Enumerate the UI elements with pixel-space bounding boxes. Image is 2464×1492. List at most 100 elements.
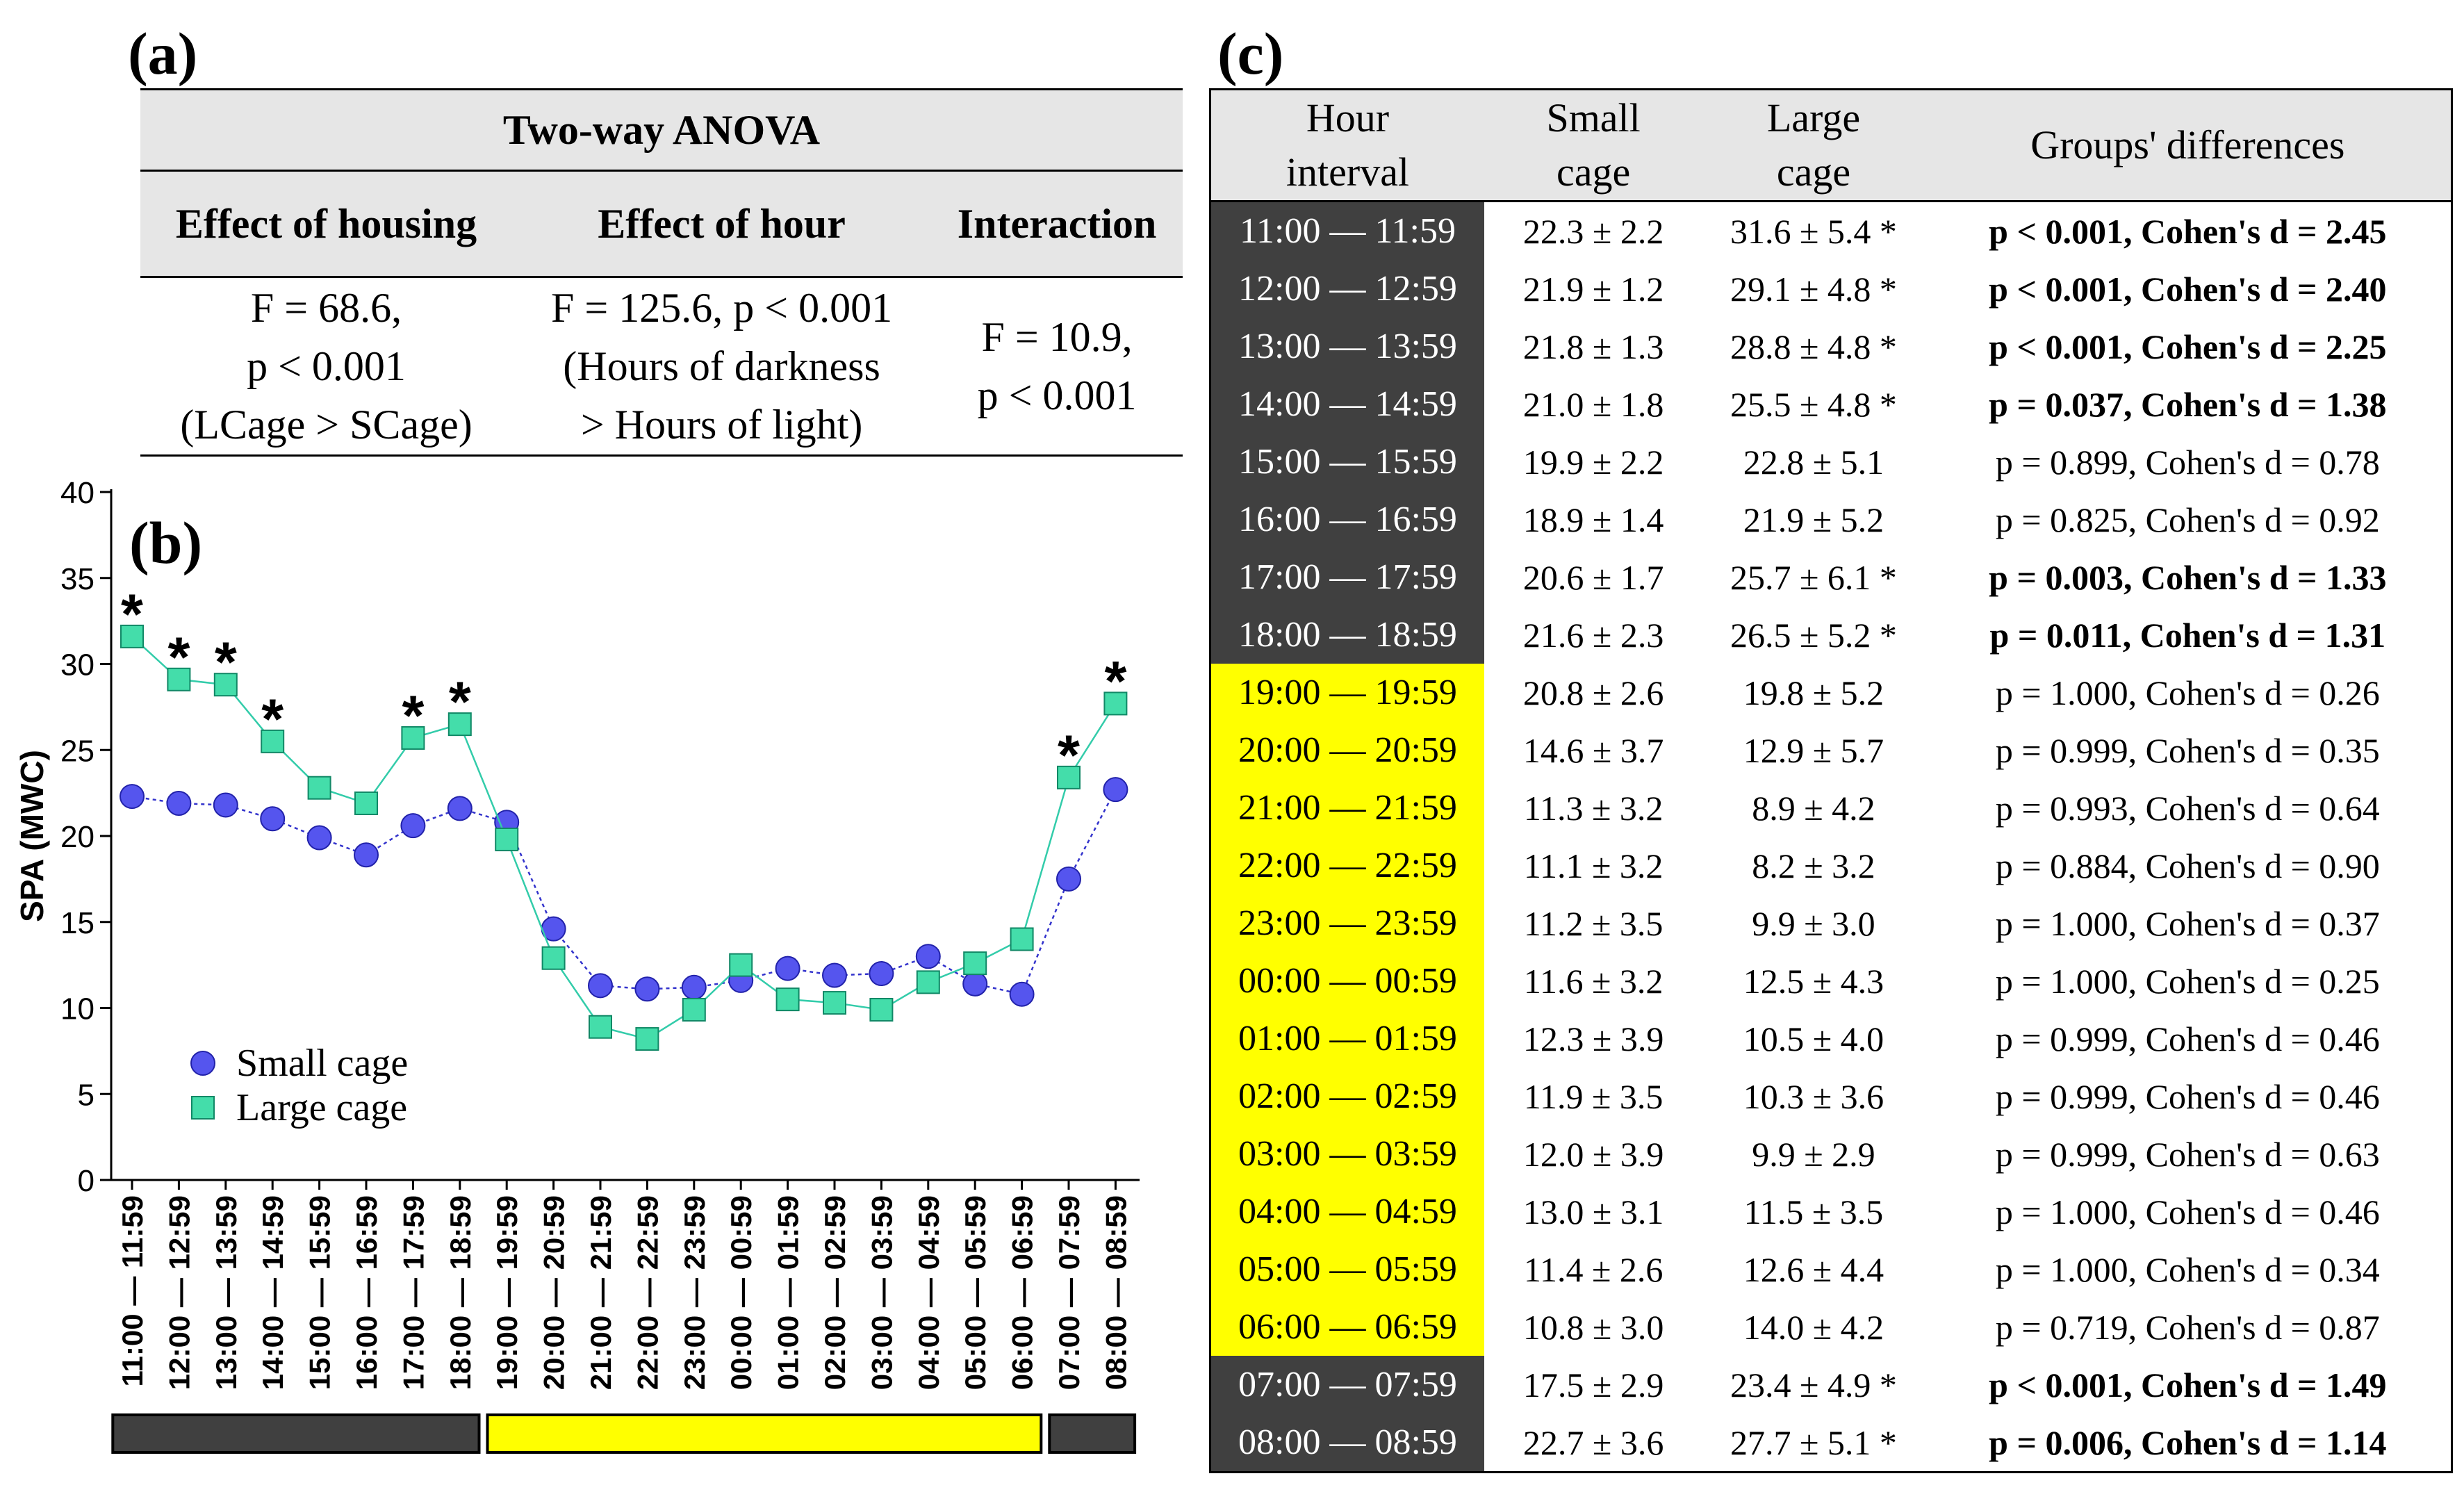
small-cage-value: 10.8 ± 3.0 — [1522, 1307, 1664, 1347]
anova-title: Two-way ANOVA — [140, 88, 1183, 172]
large-cage-point — [682, 997, 706, 1022]
activity-chart-panel: SPA (MWC) 0 5 10 15 20 25 30 35 40 11:00 — 11:59… — [0, 459, 1195, 1492]
large-cage-value: 11.5 ± 3.5 — [1743, 1192, 1884, 1231]
large-cage-line — [131, 635, 1117, 1040]
group-difference-value: p = 0.999, Cohen's d = 0.63 — [1924, 1125, 2453, 1183]
large-cage-value: 26.5 ± 5.2 * — [1730, 615, 1897, 655]
large-cage-point — [823, 991, 846, 1015]
small-cage-value: 21.9 ± 1.2 — [1522, 269, 1664, 309]
small-cage-value: 11.9 ± 3.5 — [1523, 1076, 1664, 1116]
hourly-comparison-panel: Hour interval Small cage Large cage Grou… — [1208, 88, 2453, 1473]
group-difference-value: p = 0.825, Cohen's d = 0.92 — [1924, 491, 2453, 548]
large-cage-point — [589, 1015, 612, 1039]
group-difference-value: p = 0.884, Cohen's d = 0.90 — [1924, 837, 2453, 894]
large-cage-value: 8.9 ± 4.2 — [1752, 788, 1875, 828]
table-row: 01:00 — 01:59 12.3 ± 3.9 10.5 ± 4.0 p = 0.9… — [1208, 1010, 2453, 1067]
small-cage-value: 20.8 ± 2.6 — [1522, 673, 1664, 712]
large-cage-point — [729, 953, 753, 977]
large-cage-value: 10.3 ± 3.6 — [1743, 1076, 1884, 1116]
x-tick-label: 23:00 — 23:59 — [678, 1195, 711, 1390]
anova-header-hour: Effect of hour — [512, 170, 932, 278]
group-difference-value: p < 0.001, Cohen's d = 2.40 — [1924, 260, 2453, 318]
table-row: 06:00 — 06:59 10.8 ± 3.0 14.0 ± 4.2 p = 0.7… — [1208, 1298, 2453, 1356]
hour-interval-cell: 01:00 — 01:59 — [1208, 1010, 1484, 1067]
x-tick-label: 18:00 — 18:59 — [444, 1195, 477, 1390]
small-cage-point — [306, 825, 332, 851]
large-cage-value: 28.8 ± 4.8 * — [1730, 327, 1897, 366]
small-cage-value: 11.2 ± 3.5 — [1523, 903, 1664, 943]
table-row: 19:00 — 19:59 20.8 ± 2.6 19.8 ± 5.2 p = 1.0… — [1208, 664, 2453, 721]
anova-header-interaction: Interaction — [931, 170, 1183, 278]
small-cage-value: 12.0 ± 3.9 — [1522, 1134, 1664, 1174]
x-tick-label: 03:00 — 03:59 — [865, 1195, 898, 1390]
significance-asterisk: * — [121, 583, 143, 646]
dark-phase-bar — [111, 1413, 481, 1454]
small-cage-value: 13.0 ± 3.1 — [1522, 1192, 1664, 1231]
header-hour-line: interval — [1286, 149, 1410, 195]
table-row: 05:00 — 05:59 11.4 ± 2.6 12.6 ± 4.4 p = 1.0… — [1208, 1240, 2453, 1298]
small-cage-value: 19.9 ± 2.2 — [1522, 442, 1664, 482]
hour-interval-cell: 15:00 — 15:59 — [1208, 433, 1484, 491]
table-row: 02:00 — 02:59 11.9 ± 3.5 10.3 ± 3.6 p = 0.9… — [1208, 1067, 2453, 1125]
group-difference-value: p = 0.003, Cohen's d = 1.33 — [1924, 548, 2453, 606]
hour-interval-cell: 14:00 — 14:59 — [1208, 375, 1484, 433]
hour-interval-cell: 12:00 — 12:59 — [1208, 260, 1484, 318]
large-cage-value: 29.1 ± 4.8 * — [1730, 269, 1897, 309]
small-cage-point — [915, 944, 941, 969]
small-cage-point — [775, 956, 800, 981]
anova-table-panel: Two-way ANOVA Effect of housing Effect o… — [140, 88, 1183, 457]
header-small-cage: Small cage — [1484, 88, 1703, 202]
panel-b-label: (b) — [129, 509, 203, 576]
x-tick-label: 22:00 — 22:59 — [631, 1195, 664, 1390]
y-tick-label: 20 — [60, 820, 95, 854]
small-cage-point — [260, 806, 286, 832]
hourly-comparison-body: 11:00 — 11:59 22.3 ± 2.2 31.6 ± 5.4 * p < 0… — [1208, 201, 2453, 1473]
significance-asterisk: * — [449, 671, 471, 734]
anova-cell-interaction: F = 10.9, p < 0.001 — [931, 277, 1183, 457]
legend-large-cage-label: Large cage — [236, 1086, 407, 1129]
large-cage-point — [120, 624, 144, 648]
large-cage-value: 9.9 ± 3.0 — [1752, 903, 1875, 943]
group-difference-value: p = 0.037, Cohen's d = 1.38 — [1924, 375, 2453, 433]
hour-interval-cell: 22:00 — 22:59 — [1208, 837, 1484, 894]
large-cage-value: 12.9 ± 5.7 — [1743, 730, 1884, 770]
anova-hour-line: > Hours of light) — [580, 402, 863, 448]
hour-interval-cell: 13:00 — 13:59 — [1208, 318, 1484, 375]
hourly-comparison-table: Hour interval Small cage Large cage Grou… — [1208, 88, 2453, 1473]
header-hour-line: Hour — [1306, 95, 1390, 140]
anova-hour-line: F = 125.6, p < 0.001 — [551, 285, 893, 331]
small-cage-point — [120, 784, 145, 810]
table-row: 11:00 — 11:59 22.3 ± 2.2 31.6 ± 5.4 * p < 0… — [1208, 201, 2453, 260]
hour-interval-cell: 11:00 — 11:59 — [1208, 201, 1484, 260]
hour-interval-cell: 04:00 — 04:59 — [1208, 1183, 1484, 1240]
hour-interval-cell: 07:00 — 07:59 — [1208, 1356, 1484, 1413]
group-difference-value: p = 0.899, Cohen's d = 0.78 — [1924, 433, 2453, 491]
significance-asterisk: * — [1058, 724, 1080, 787]
y-tick-label: 10 — [60, 992, 95, 1026]
dark-phase-bar — [1048, 1413, 1137, 1454]
hour-interval-cell: 02:00 — 02:59 — [1208, 1067, 1484, 1125]
significance-asterisk: * — [261, 688, 284, 751]
y-tick-label: 25 — [60, 734, 95, 768]
significance-asterisk: * — [1104, 650, 1126, 713]
small-cage-value: 12.3 ± 3.9 — [1522, 1019, 1664, 1058]
large-cage-point — [635, 1027, 659, 1051]
hour-interval-cell: 08:00 — 08:59 — [1208, 1413, 1484, 1473]
small-cage-point — [634, 976, 660, 1002]
light-phase-bars — [111, 1413, 1137, 1454]
small-cage-value: 14.6 ± 3.7 — [1522, 730, 1664, 770]
large-cage-point — [354, 791, 378, 815]
x-tick-label: 20:00 — 20:59 — [538, 1195, 570, 1390]
group-difference-value: p = 0.719, Cohen's d = 0.87 — [1924, 1298, 2453, 1356]
x-tick-label: 19:00 — 19:59 — [491, 1195, 523, 1390]
large-cage-value: 19.8 ± 5.2 — [1743, 673, 1884, 712]
hour-interval-cell: 03:00 — 03:59 — [1208, 1125, 1484, 1183]
table-row: 22:00 — 22:59 11.1 ± 3.2 8.2 ± 3.2 p = 0.88… — [1208, 837, 2453, 894]
table-row: 00:00 — 00:59 11.6 ± 3.2 12.5 ± 4.3 p = 1.0… — [1208, 952, 2453, 1010]
hour-interval-cell: 16:00 — 16:59 — [1208, 491, 1484, 548]
anova-housing-line: (LCage > SCage) — [180, 402, 473, 448]
large-cage-value: 27.7 ± 5.1 * — [1702, 1413, 1925, 1473]
small-cage-line — [131, 789, 1117, 996]
small-cage-value: 20.6 ± 1.7 — [1522, 557, 1664, 597]
small-cage-point — [354, 842, 379, 868]
